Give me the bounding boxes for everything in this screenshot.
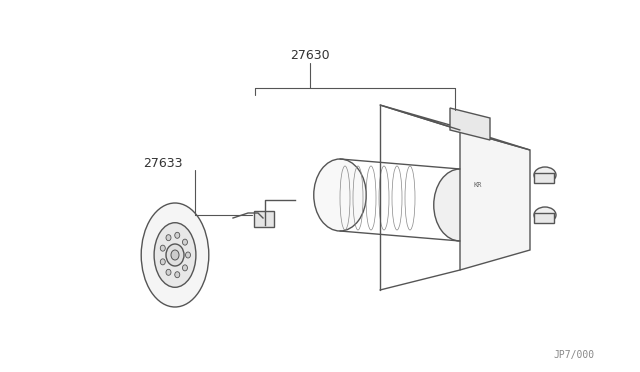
Ellipse shape [314, 159, 366, 231]
FancyBboxPatch shape [254, 211, 274, 227]
Polygon shape [450, 108, 490, 140]
Ellipse shape [534, 207, 556, 223]
Ellipse shape [175, 232, 180, 238]
Ellipse shape [166, 235, 171, 241]
Ellipse shape [166, 269, 171, 275]
FancyBboxPatch shape [534, 213, 554, 223]
FancyBboxPatch shape [534, 173, 554, 183]
Ellipse shape [182, 265, 188, 271]
Text: 27630: 27630 [290, 48, 330, 61]
Text: 27633: 27633 [143, 157, 183, 170]
Ellipse shape [154, 223, 196, 287]
Text: KR: KR [474, 182, 483, 188]
Ellipse shape [160, 245, 165, 251]
Polygon shape [460, 130, 530, 270]
Text: JP7/000: JP7/000 [554, 350, 595, 360]
Ellipse shape [434, 169, 486, 241]
Polygon shape [380, 105, 530, 150]
Ellipse shape [186, 252, 191, 258]
Ellipse shape [171, 250, 179, 260]
Ellipse shape [166, 244, 184, 266]
Ellipse shape [141, 203, 209, 307]
Ellipse shape [175, 272, 180, 278]
Ellipse shape [534, 167, 556, 183]
Ellipse shape [160, 259, 165, 265]
Ellipse shape [182, 239, 188, 245]
